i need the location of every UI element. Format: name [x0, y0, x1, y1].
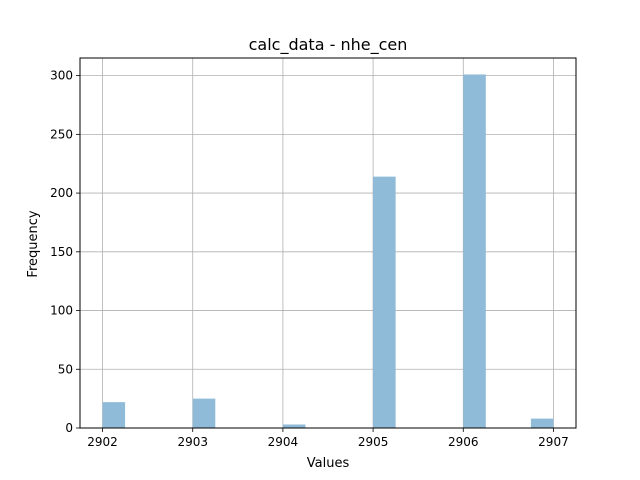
- y-tick-label: 0: [65, 421, 73, 435]
- histogram-bars: [102, 74, 554, 428]
- y-tick-label: 150: [50, 245, 73, 259]
- axis-ticks: 2902 2903 2904 2905 2906 2907 0 50 100 150 200 250 3…: [50, 69, 569, 449]
- histogram-bar: [102, 402, 126, 428]
- histogram-bar: [282, 424, 306, 428]
- y-tick-label: 250: [50, 127, 73, 141]
- chart-title: calc_data - nhe_cen: [249, 35, 408, 55]
- x-tick-label: 2905: [358, 435, 389, 449]
- x-tick-label: 2902: [87, 435, 118, 449]
- x-tick-label: 2907: [538, 435, 569, 449]
- x-tick-label: 2903: [177, 435, 208, 449]
- x-tick-label: 2904: [268, 435, 299, 449]
- x-axis-label: Values: [307, 456, 350, 471]
- x-tick-label: 2906: [448, 435, 479, 449]
- histogram-bar: [530, 418, 554, 428]
- histogram-bar: [192, 398, 216, 428]
- y-axis-label: Frequency: [26, 210, 41, 277]
- y-tick-label: 200: [50, 186, 73, 200]
- y-tick-label: 300: [50, 69, 73, 83]
- histogram-bar: [463, 74, 486, 428]
- y-tick-label: 100: [50, 304, 73, 318]
- histogram-bar: [373, 176, 396, 428]
- plot-frame: [79, 57, 577, 429]
- y-tick-label: 50: [58, 362, 73, 376]
